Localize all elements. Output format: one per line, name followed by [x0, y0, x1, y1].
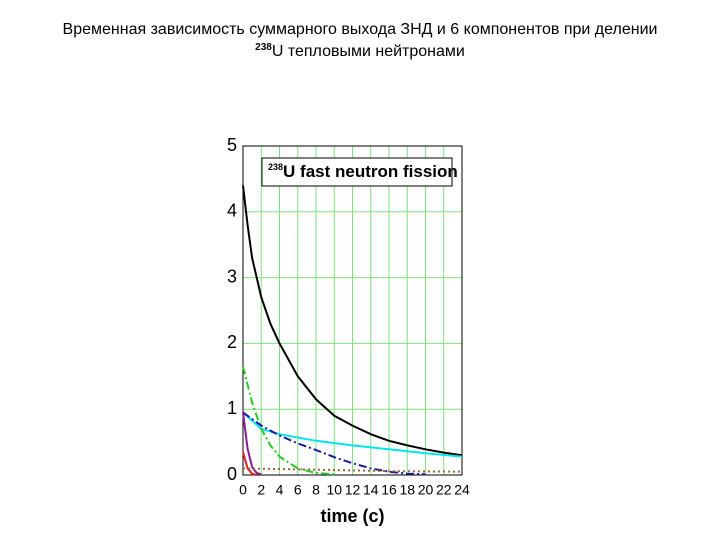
y-tick-label: 5 — [227, 135, 237, 155]
title-text: U тепловыми нейтронами — [272, 43, 465, 60]
x-tick-label: 6 — [294, 482, 302, 498]
title-line1: Временная зависимость суммарного выхода … — [63, 21, 658, 38]
x-tick-label: 20 — [418, 482, 434, 498]
x-tick-label: 8 — [312, 482, 320, 498]
y-tick-label: 4 — [227, 201, 237, 221]
annotation-text: U fast neutron fission — [283, 162, 458, 181]
plot-frame — [242, 145, 463, 476]
title-sup: 238 — [255, 42, 272, 53]
x-tick-label: 2 — [257, 482, 265, 498]
line-series — [242, 185, 463, 457]
y-tick-label: 3 — [227, 266, 237, 286]
x-axis-label: time (c) — [320, 506, 384, 526]
line-series — [242, 411, 463, 458]
x-tick-label: 10 — [326, 482, 342, 498]
line-series — [242, 467, 463, 473]
line-series — [242, 411, 426, 476]
title-line2: 238U тепловыми нейтронами — [255, 42, 465, 61]
x-tick-label: 4 — [276, 482, 284, 498]
y-tick-label: 2 — [227, 332, 237, 352]
y-tick-label: 1 — [227, 398, 237, 418]
x-tick-label: 0 — [239, 482, 247, 498]
annotation-sup: 238 — [268, 162, 283, 172]
x-tick-label: 14 — [363, 482, 379, 498]
annotation-box — [261, 157, 453, 187]
line-series — [242, 412, 262, 476]
x-tick-label: 24 — [454, 482, 470, 498]
annotation: 238U fast neutron fission — [268, 162, 458, 181]
line-series — [242, 451, 257, 476]
x-tick-label: 22 — [436, 482, 452, 498]
x-tick-label: 16 — [381, 482, 397, 498]
x-tick-label: 12 — [345, 482, 361, 498]
x-tick-label: 18 — [399, 482, 415, 498]
line-series — [242, 366, 335, 476]
y-tick-label: 0 — [227, 464, 237, 484]
